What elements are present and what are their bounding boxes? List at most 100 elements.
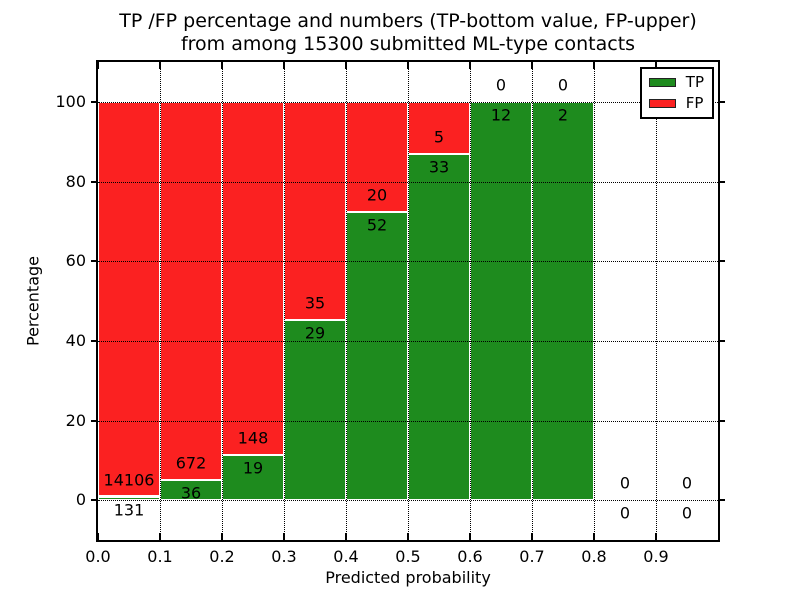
tp-bar [408,154,470,501]
tp-count-label: 36 [180,483,202,503]
fp-count-label: 672 [175,453,207,473]
x-tick-label: 0.1 [147,547,173,566]
y-tick-left [91,260,98,263]
fp-bar [408,101,470,155]
fp-count-label: 148 [237,428,269,448]
tp-count-label: 52 [366,215,388,235]
legend-label: FP [685,94,704,112]
fp-bar [98,101,160,497]
x-tick-top [531,62,533,69]
x-tick-bottom [407,533,409,540]
y-tick-label: 20 [65,410,86,430]
y-gridline [98,500,718,502]
fp-count-label: 20 [366,185,388,205]
x-tick-label: 0.7 [519,547,545,566]
y-tick-label: 100 [55,91,86,111]
x-tick-bottom [283,533,285,540]
tp-bar [98,496,160,501]
y-tick-label: 60 [65,251,86,271]
y-tick-right [718,260,725,263]
tp-bar [532,101,594,501]
x-tick-top [655,62,657,69]
y-tick-left [91,100,98,103]
x-tick-bottom [655,533,657,540]
fp-bar [160,101,222,480]
x-tick-top [593,62,595,69]
y-tick-left [91,499,98,502]
x-gridline [656,62,657,540]
fp-count-label: 0 [495,75,507,95]
x-tick-top [159,62,161,69]
y-tick-right [718,419,725,422]
tp-count-label: 33 [428,157,450,177]
tp-count-label: 19 [242,458,264,478]
tp-count-label: 0 [681,503,693,523]
x-tick-top [221,62,223,69]
y-tick-right [718,100,725,103]
x-tick-bottom [593,533,595,540]
chart-title-line1: TP /FP percentage and numbers (TP-bottom… [119,10,697,32]
y-gridline [98,261,718,263]
x-tick-bottom [97,533,99,540]
x-tick-label: 0.2 [209,547,235,566]
x-gridline [532,62,533,540]
x-gridline [470,62,471,540]
tp-count-label: 0 [619,503,631,523]
y-tick-label: 0 [75,490,86,510]
x-tick-label: 0.3 [271,547,297,566]
tp-count-label: 12 [490,105,512,125]
tp-swatch [648,78,676,87]
x-tick-label: 0.6 [457,547,483,566]
fp-count-label: 0 [681,473,693,493]
fp-count-label: 0 [557,75,569,95]
x-tick-label: 0.0 [85,547,111,566]
chart-title: TP /FP percentage and numbers (TP-bottom… [98,10,718,56]
x-tick-top [469,62,471,69]
legend: TP FP [639,67,714,119]
y-tick-right [718,499,725,502]
fp-bar [284,101,346,320]
y-tick-left [91,339,98,342]
x-gridline [408,62,409,540]
y-gridline [98,340,718,342]
x-tick-label: 0.8 [581,547,607,566]
fp-count-label: 35 [304,293,326,313]
y-tick-left [91,180,98,183]
x-tick-label: 0.9 [643,547,669,566]
fp-count-label: 5 [433,127,445,147]
fp-count-label: 14106 [103,470,155,489]
tp-bar [346,212,408,501]
x-tick-label: 0.4 [333,547,359,566]
fp-swatch [648,99,676,108]
x-tick-bottom [159,533,161,540]
x-tick-top [97,62,99,69]
tp-count-label: 2 [557,105,569,125]
tp-bar [284,319,346,501]
tp-count-label: 29 [304,323,326,343]
tp-count-label: 131 [113,500,145,519]
x-tick-top [283,62,285,69]
x-gridline [284,62,285,540]
x-axis-label: Predicted probability [325,568,491,587]
x-tick-bottom [345,533,347,540]
tp-bar [470,101,532,501]
y-tick-left [91,419,98,422]
legend-label: TP [685,73,704,91]
y-gridline [98,181,718,183]
fp-bar [222,101,284,455]
fp-count-label: 0 [619,473,631,493]
y-tick-label: 40 [65,330,86,350]
y-gridline [98,420,718,422]
chart-title-line2: from among 15300 submitted ML-type conta… [180,33,636,55]
legend-entry-tp: TP [648,72,704,93]
x-gridline [594,62,595,540]
x-tick-label: 0.5 [395,547,421,566]
x-tick-top [407,62,409,69]
x-tick-top [345,62,347,69]
y-gridline [98,101,718,103]
x-gridline [346,62,347,540]
y-tick-right [718,339,725,342]
x-tick-bottom [221,533,223,540]
x-gridline [222,62,223,540]
